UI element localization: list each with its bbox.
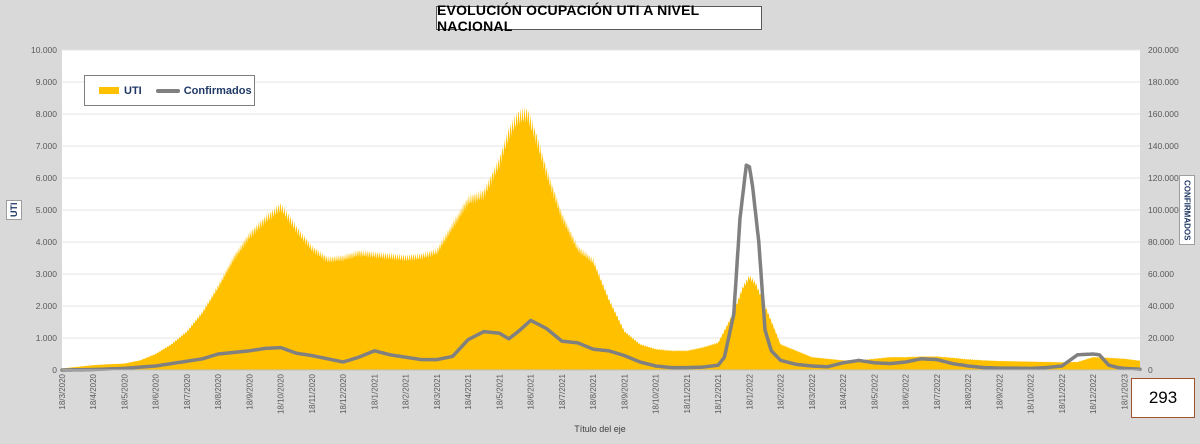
x-axis-title: Título del eje (574, 424, 626, 434)
x-tick-label: 18/2/2021 (402, 373, 411, 409)
x-tick-label: 18/8/2021 (589, 373, 598, 409)
y-tick-label: 5.000 (36, 205, 58, 215)
x-tick-label: 18/2/2022 (777, 373, 786, 409)
y2-tick-label: 20.000 (1148, 333, 1174, 343)
x-tick-label: 18/6/2022 (902, 373, 911, 409)
x-tick-label: 18/11/2021 (683, 373, 692, 413)
y2-tick-label: 100.000 (1148, 205, 1179, 215)
x-tick-label: 18/7/2021 (558, 373, 567, 409)
y2-tick-label: 180.000 (1148, 77, 1179, 87)
x-axis: 18/3/2020 18/4/2020 18/5/2020 18/6/2020 18/7… (58, 369, 1140, 414)
x-tick-label: 18/5/2022 (870, 373, 879, 409)
x-tick-label: 18/3/2022 (808, 373, 817, 409)
x-tick-label: 18/3/2021 (433, 373, 442, 409)
x-tick-label: 18/6/2020 (152, 373, 161, 409)
x-tick-label: 18/9/2021 (620, 373, 629, 409)
legend-uti-swatch (99, 87, 119, 94)
y-tick-label: 4.000 (36, 237, 58, 247)
legend-confirmados-label: Confirmados (183, 84, 252, 97)
x-tick-label: 18/10/2020 (277, 373, 286, 414)
x-tick-label: 18/5/2021 (495, 373, 504, 409)
counter-value: 293 (1131, 378, 1195, 418)
uti-area (62, 106, 1140, 371)
y-tick-label: 2.000 (36, 301, 58, 311)
y2-tick-label: 60.000 (1148, 269, 1174, 279)
x-tick-label: 18/6/2021 (527, 373, 536, 409)
x-tick-label: 18/7/2020 (183, 373, 192, 409)
y-axis-left-title: UTI (6, 200, 22, 220)
x-tick-label: 18/11/2020 (308, 373, 317, 413)
x-tick-label: 18/5/2020 (120, 373, 129, 409)
y2-tick-label: 40.000 (1148, 301, 1174, 311)
y2-tick-label: 120.000 (1148, 173, 1179, 183)
x-tick-label: 18/9/2020 (245, 373, 254, 409)
y2-tick-label: 0 (1148, 365, 1153, 375)
y-axis-right-title: CONFIRMADOS (1179, 175, 1195, 245)
x-tick-label: 18/4/2020 (89, 373, 98, 409)
x-tick-label: 18/3/2020 (58, 373, 67, 409)
uti-area-layer (62, 106, 1140, 371)
y-tick-label: 6.000 (36, 173, 58, 183)
x-tick-label: 18/1/2021 (370, 373, 379, 409)
x-tick-label: 18/4/2021 (464, 373, 473, 409)
confirmados-line-layer (60, 163, 1142, 372)
x-tick-label: 18/4/2022 (839, 373, 848, 409)
x-tick-label: 18/1/2022 (745, 373, 754, 409)
x-tick-label: 18/7/2022 (933, 373, 942, 409)
legend: UTI Confirmados (84, 75, 255, 106)
legend-confirmados-swatch (155, 88, 180, 93)
x-tick-label: 18/11/2022 (1058, 373, 1067, 413)
y-tick-label: 9.000 (36, 77, 58, 87)
x-tick-label: 18/12/2022 (1089, 373, 1098, 414)
y-tick-label: 10.000 (31, 45, 57, 55)
y-tick-label: 3.000 (36, 269, 58, 279)
x-tick-label: 18/12/2021 (714, 373, 723, 414)
legend-uti-label: UTI (124, 84, 142, 97)
chart-title: EVOLUCIÓN OCUPACIÓN UTI A NIVEL NACIONAL (436, 2, 762, 34)
y-tick-label: 8.000 (36, 109, 58, 119)
confirmados-line (60, 163, 1142, 372)
x-tick-label: 18/8/2022 (964, 373, 973, 409)
y2-tick-label: 80.000 (1148, 237, 1174, 247)
y-tick-label: 1.000 (36, 333, 58, 343)
x-tick-label: 18/12/2020 (339, 373, 348, 414)
y-tick-label: 0 (52, 365, 57, 375)
y-axis-right: 0 20.000 40.000 60.000 80.000 100.000 120.000 1… (1148, 45, 1179, 375)
y-tick-label: 7.000 (36, 141, 58, 151)
y-axis-left: 0 1.000 2.000 3.000 4.000 5.000 6.000 7.000 8.00… (31, 45, 57, 375)
x-tick-label: 18/8/2020 (214, 373, 223, 409)
x-tick-label: 18/1/2023 (1120, 373, 1129, 409)
y2-tick-label: 160.000 (1148, 109, 1179, 119)
y2-tick-label: 200.000 (1148, 45, 1179, 55)
y2-tick-label: 140.000 (1148, 141, 1179, 151)
x-tick-label: 18/9/2022 (995, 373, 1004, 409)
x-tick-label: 18/10/2022 (1027, 373, 1036, 414)
x-tick-label: 18/10/2021 (652, 373, 661, 414)
